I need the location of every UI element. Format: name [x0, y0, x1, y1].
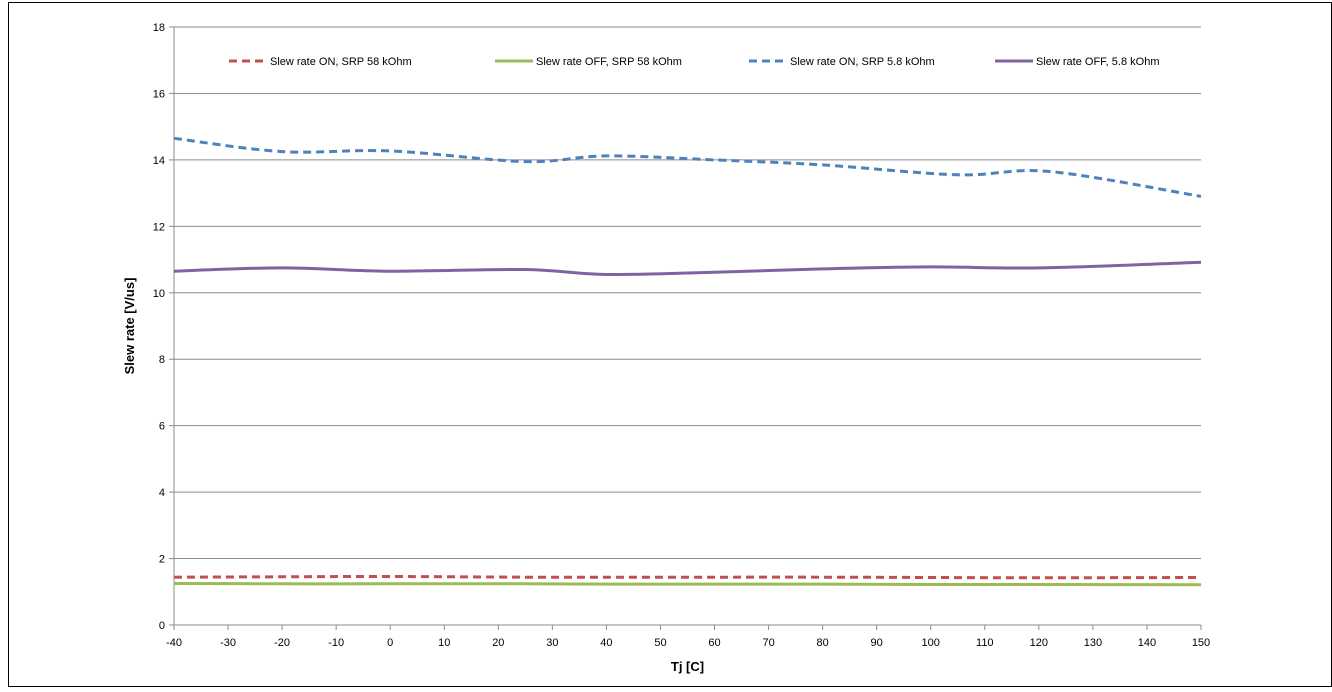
y-tick-label: 18 — [153, 22, 165, 34]
x-tick-label: -40 — [166, 637, 182, 649]
y-tick-label: 6 — [159, 421, 165, 433]
x-tick-label: 0 — [387, 637, 393, 649]
x-tick-label: 60 — [708, 637, 720, 649]
y-tick-label: 0 — [159, 620, 165, 632]
grid-layer — [174, 26, 1201, 560]
legend-label-slew-rate-off-srp-58-kohm: Slew rate OFF, SRP 58 kOhm — [536, 56, 682, 68]
x-tick-label: 140 — [1138, 637, 1156, 649]
y-tick-label: 12 — [153, 221, 165, 233]
x-tick-label: 110 — [976, 637, 994, 649]
x-tick-label: 100 — [922, 637, 940, 649]
x-tick-label: -30 — [220, 637, 236, 649]
x-tick-label: 130 — [1084, 637, 1102, 649]
y-tick-label: 2 — [159, 554, 165, 566]
series-line-slew-rate-off-5-8-kohm — [173, 260, 1202, 277]
x-tick-label: -20 — [274, 637, 290, 649]
y-tick-label: 14 — [153, 155, 165, 167]
x-tick-label: 150 — [1192, 637, 1210, 649]
legend-label-slew-rate-on-srp-58-kohm: Slew rate ON, SRP 58 kOhm — [270, 56, 412, 68]
x-tick-label: 30 — [546, 637, 558, 649]
y-tick-label: 10 — [153, 288, 165, 300]
series-line-slew-rate-off-srp-58-kohm — [173, 582, 1202, 587]
legend-label-slew-rate-on-srp-5-8-kohm: Slew rate ON, SRP 5.8 kOhm — [790, 56, 935, 68]
chart-frame: 0 2 4 6 8 10 12 14 16 18 -40 -30 -20 -10 0 10 20 30 40 50 60… — [8, 2, 1332, 687]
y-tick-label: 16 — [153, 88, 165, 100]
x-axis-title: Tj [C] — [671, 659, 704, 674]
x-tick-label: 10 — [438, 637, 450, 649]
x-tick-label: 20 — [492, 637, 504, 649]
axis-layer: 0 2 4 6 8 10 12 14 16 18 -40 -30 -20 -10 0 10 20 30 40 50 60… — [153, 22, 1210, 649]
x-tick-label: 90 — [871, 637, 883, 649]
x-tick-label: 80 — [817, 637, 829, 649]
y-axis-title: Slew rate [V/us] — [122, 278, 137, 375]
series-line-slew-rate-on-srp-58-kohm — [173, 574, 1202, 580]
y-tick-label: 4 — [159, 487, 165, 499]
series-layer — [173, 136, 1202, 587]
x-tick-label: 120 — [1030, 637, 1048, 649]
legend-label-slew-rate-off-5-8-kohm: Slew rate OFF, 5.8 kOhm — [1036, 56, 1159, 68]
x-tick-label: 50 — [654, 637, 666, 649]
line-chart: 0 2 4 6 8 10 12 14 16 18 -40 -30 -20 -10 0 10 20 30 40 50 60… — [122, 22, 1210, 674]
x-tick-label: 70 — [762, 637, 774, 649]
x-tick-label: -10 — [328, 637, 344, 649]
legend: Slew rate ON, SRP 58 kOhm Slew rate OFF, … — [229, 56, 1159, 68]
x-tick-label: 40 — [600, 637, 612, 649]
series-line-slew-rate-on-srp-5-8-kohm — [173, 136, 1202, 198]
y-tick-label: 8 — [159, 354, 165, 366]
